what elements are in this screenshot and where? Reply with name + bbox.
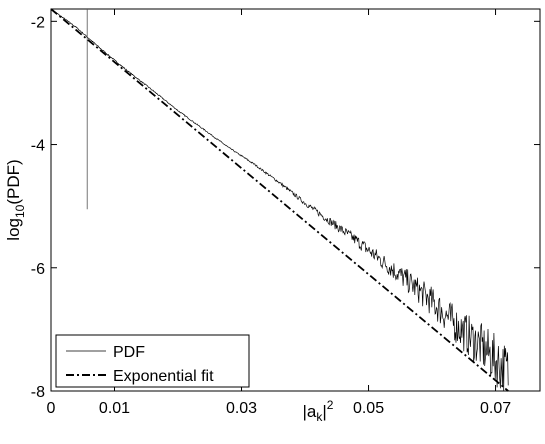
x-axis-title-sup: 2 [327,398,334,412]
series-exponential-fit-line [50,8,509,392]
x-axis-title: |ak|2 [303,398,334,424]
x-tick-label-4: 0.07 [480,400,511,417]
y-tick-label-2: -6 [31,261,45,278]
legend-box [55,334,250,388]
x-axis-title-tail: | [322,402,326,421]
y-tick-label-0: -2 [31,14,45,31]
y-axis-title-base: log [4,218,23,241]
y-tick-label-3: -8 [31,384,45,401]
y-tick-label-1: -4 [31,138,45,155]
x-tick-label-1: 0.01 [99,400,130,417]
axis-ticks: 0 0.01 0.03 0.05 0.07 -2 -4 -6 -8 [31,9,540,417]
y-axis-title-tail: (PDF) [4,159,23,204]
series-layer [50,8,509,392]
legend-label-exponential-fit: Exponential fit [113,368,214,385]
x-axis-title-base: |a [303,402,317,421]
x-tick-label-3: 0.05 [353,400,384,417]
legend-label-pdf: PDF [113,344,145,361]
y-axis-title: log10(PDF) [4,159,27,240]
x-axis-title-sub: k [316,410,323,424]
series-pdf-line [50,8,509,392]
x-tick-label-2: 0.03 [226,400,257,417]
y-axis-title-sub: 10 [13,204,27,218]
legend: PDF Exponential fit [55,334,250,388]
x-tick-label-0: 0 [47,400,56,417]
